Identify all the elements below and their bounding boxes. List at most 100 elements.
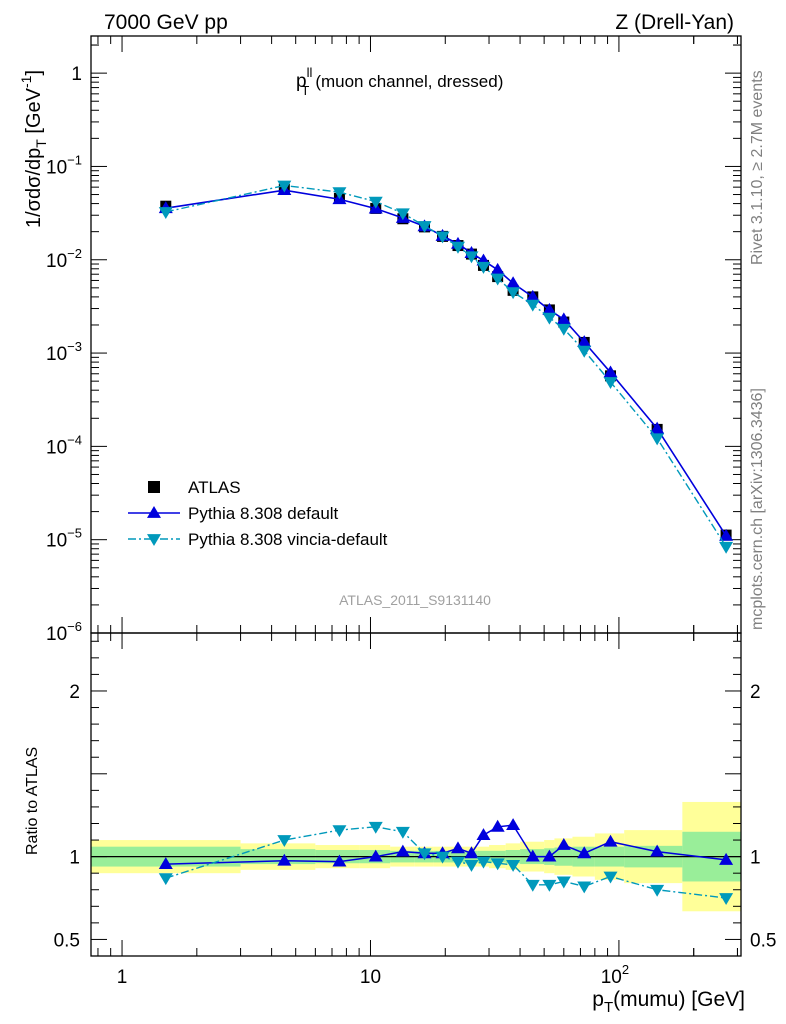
ratio-pythia-default-point xyxy=(277,853,292,866)
vincia-point xyxy=(368,196,383,209)
panel-title-sub: T xyxy=(301,83,309,98)
ratio-xlabel: pT(mumu) [GeV] xyxy=(592,988,745,1016)
vincia-point xyxy=(506,287,521,300)
ratio-y-tick-label: 2 xyxy=(69,682,80,703)
ratio-y-tick-label: 0.5 xyxy=(54,930,80,951)
ratio-pythia-default-point xyxy=(395,844,410,857)
ratio-y-tick-label-right: 1 xyxy=(750,848,761,869)
vincia-point xyxy=(490,273,505,286)
pythia-default-point xyxy=(603,365,618,378)
ratio-pythia-default-point xyxy=(368,849,383,862)
legend-label: Pythia 8.308 vincia-default xyxy=(188,530,388,549)
ratio-pythia-default-point xyxy=(464,846,479,859)
x-tick-label: 10 xyxy=(360,967,381,988)
ratio-vincia-point xyxy=(577,881,592,894)
vincia-point xyxy=(332,187,347,200)
ratio-vincia-point xyxy=(417,848,432,861)
ratio-vincia-point xyxy=(556,876,571,889)
ratio-pythia-default-point xyxy=(542,849,557,862)
ratio-series-vincia xyxy=(158,821,734,906)
ratio-pythia-default-point xyxy=(650,844,665,857)
ratio-vincia-point xyxy=(368,821,383,834)
x-ticks xyxy=(97,36,738,956)
main-y-tick-label-base: 10 xyxy=(46,344,67,365)
x-tick-label-base: 10 xyxy=(360,967,381,988)
main-y-tick-label-base: 10 xyxy=(46,157,67,178)
ratio-vincia-point xyxy=(158,873,173,886)
x-tick-label-base: 10 xyxy=(601,967,622,988)
x-tick-label: 102 xyxy=(601,962,629,988)
vincia-point xyxy=(476,261,491,274)
vincia-point xyxy=(435,231,450,244)
side-label-rivet: Rivet 3.1.10, ≥ 2.7M events xyxy=(749,70,766,265)
ratio-vincia-point xyxy=(490,858,505,871)
panel-title-main: p xyxy=(296,71,307,92)
ratio-vincia-point xyxy=(542,879,557,892)
ratio-y-tick-label-right: 2 xyxy=(750,682,761,703)
ratio-pythia-default-point xyxy=(506,818,521,831)
pythia-default-point xyxy=(542,302,557,315)
ratio-pythia-default-point xyxy=(603,834,618,847)
vincia-point xyxy=(395,208,410,221)
main-y-tick-label: 10−2 xyxy=(46,246,82,272)
pythia-default-point xyxy=(556,312,571,325)
pythia-default-point xyxy=(525,289,540,302)
panel-title-rest: (muon channel, dressed) xyxy=(315,72,503,91)
pythia-default-point xyxy=(719,528,734,541)
ratio-vincia-point xyxy=(603,871,618,884)
main-y-tick-label: 10−6 xyxy=(46,619,82,645)
ratio-vincia-point xyxy=(277,835,292,848)
vincia-point xyxy=(603,377,618,389)
ratio-y-tick-label: 1 xyxy=(69,848,80,869)
main-y-tick-label-base: 10 xyxy=(46,437,67,458)
side-label-mcplots: mcplots.cern.ch [arXiv:1306.3436] xyxy=(749,388,766,630)
ratio-pythia-default-point xyxy=(476,828,491,840)
panel-title-sup: ll xyxy=(307,65,313,80)
watermark-analysis-id: ATLAS_2011_S9131140 xyxy=(339,592,491,608)
x-tick-label-exp: 2 xyxy=(622,962,629,977)
main-y-tick-label-base: 10 xyxy=(46,624,67,645)
main-y-tick-label-base: 10 xyxy=(46,531,67,552)
main-y-tick-label-base: 10 xyxy=(46,251,67,272)
main-y-tick-label-exp: −4 xyxy=(67,432,82,447)
pythia-default-line xyxy=(165,189,727,537)
ratio-vincia-point xyxy=(506,859,521,872)
x-tick-label-base: 1 xyxy=(117,967,128,988)
vincia-point xyxy=(650,433,665,446)
ratio-vincia-point xyxy=(525,879,540,892)
vincia-point xyxy=(417,221,432,234)
ratio-pythia-default-point xyxy=(525,849,540,862)
pythia-default-point xyxy=(490,262,505,275)
vincia-point xyxy=(158,207,173,219)
ratio-pythia-default-point xyxy=(332,854,347,867)
ratio-vincia-point xyxy=(476,856,491,869)
legend-marker-vincia xyxy=(147,534,161,546)
main-y-tick-label-exp: −5 xyxy=(67,526,82,541)
ratio-y-tick-label-right: 0.5 xyxy=(750,930,776,951)
ratio-pythia-default-point xyxy=(490,819,505,832)
ratio-vincia-point xyxy=(464,859,479,872)
ratio-vincia-point xyxy=(395,826,410,839)
vincia-point xyxy=(464,251,479,264)
main-y-tick-label: 10−4 xyxy=(46,432,82,458)
legend-label: ATLAS xyxy=(188,478,241,497)
main-y-ticks xyxy=(91,44,741,634)
vincia-point xyxy=(719,541,734,554)
vincia-point xyxy=(277,180,292,193)
ratio-vincia-point xyxy=(650,884,665,897)
vincia-point xyxy=(577,345,592,358)
vincia-point xyxy=(542,312,557,325)
ratio-pythia-default-point xyxy=(158,857,173,869)
ratio-pythia-default-point xyxy=(556,838,571,850)
main-y-tick-label-exp: −3 xyxy=(67,339,82,354)
vincia-point xyxy=(450,241,465,254)
pythia-default-point xyxy=(577,335,592,348)
x-tick-label: 1 xyxy=(117,967,128,988)
legend-label: Pythia 8.308 default xyxy=(188,504,339,523)
main-y-tick-label-exp: −2 xyxy=(67,246,82,261)
ratio-y-ticks xyxy=(91,640,741,940)
vincia-point xyxy=(525,299,540,312)
ratio-pythia-default-point xyxy=(719,852,734,865)
ratio-pythia-default-point xyxy=(577,846,592,859)
